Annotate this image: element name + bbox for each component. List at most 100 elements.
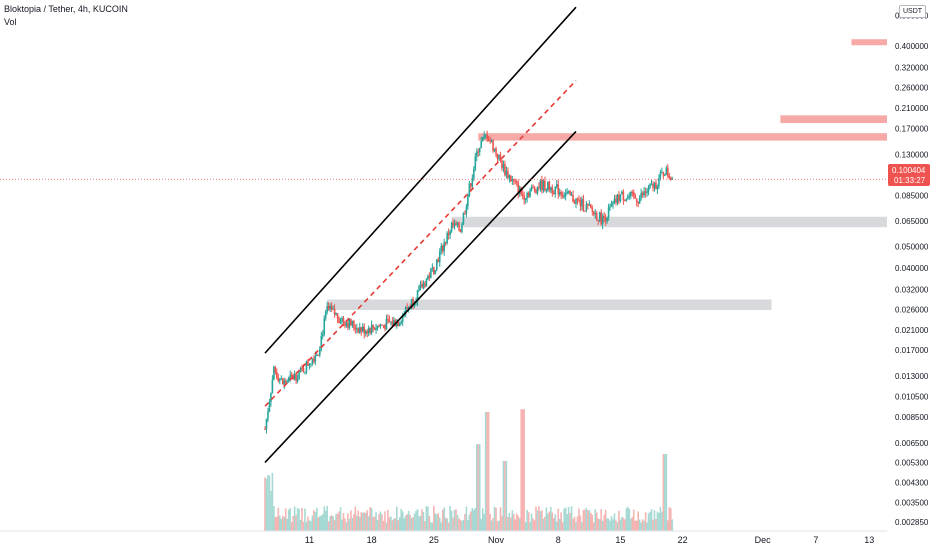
volume-bar — [513, 514, 515, 531]
volume-bar — [552, 518, 555, 531]
resistance-zone-2[interactable] — [478, 133, 887, 141]
candle-body — [348, 318, 351, 328]
volume-bar — [465, 506, 468, 531]
candle-body — [393, 320, 395, 325]
volume-bar — [360, 512, 363, 531]
volume-bar — [560, 512, 562, 531]
candle-body — [350, 318, 352, 326]
candle-body — [598, 212, 601, 221]
volume-bar — [478, 444, 481, 531]
candle-body — [622, 191, 625, 201]
time-scale[interactable]: 11 18 25 Nov 8 15 22 Dec 7 13 — [0, 530, 887, 545]
candle-body — [329, 305, 331, 309]
volume-bar — [305, 521, 308, 531]
volume-bar — [668, 507, 671, 531]
channel-upper-line[interactable] — [264, 6, 577, 354]
volume-bar — [295, 515, 297, 531]
volume-bar — [570, 506, 573, 531]
current-price-label: 0.100404 — [892, 166, 926, 175]
candle-body — [517, 183, 520, 194]
candle-body — [513, 179, 515, 181]
support-zone-4[interactable] — [327, 299, 772, 311]
candle-body — [624, 200, 626, 202]
resistance-zone-1[interactable] — [780, 115, 887, 124]
volume-bar — [391, 520, 394, 531]
volume-bar — [669, 508, 672, 531]
volume-bar — [655, 518, 657, 531]
candle-body — [644, 191, 647, 193]
candle-body — [632, 192, 635, 196]
volume-bar — [526, 509, 528, 531]
candle-body — [486, 134, 488, 139]
volume-bar — [412, 517, 414, 531]
volume-bar — [481, 508, 484, 531]
volume-bar — [425, 506, 428, 531]
volume-bar — [324, 510, 327, 531]
volume-bar — [536, 510, 539, 531]
time-tick-label: 8 — [556, 535, 561, 545]
candle-body — [545, 189, 548, 191]
candle-body — [662, 172, 665, 176]
candle-body — [588, 204, 591, 206]
candle-body — [401, 315, 404, 322]
candle-body — [295, 374, 297, 382]
candle-body — [550, 187, 552, 191]
candle-body — [514, 180, 517, 182]
candle-body — [477, 151, 480, 153]
volume-bar — [435, 514, 438, 531]
volume-bar — [393, 518, 395, 531]
candle-body — [428, 275, 431, 278]
candle-body — [336, 313, 339, 319]
candle-body — [615, 198, 617, 203]
candle-body — [277, 377, 280, 382]
volume-bar — [274, 517, 277, 531]
candle-body — [511, 179, 514, 182]
volume-bar — [474, 507, 477, 531]
currency-unit-button[interactable]: USDT — [899, 5, 926, 18]
volume-bar — [557, 508, 560, 531]
volume-bar — [535, 506, 537, 531]
candle-body — [505, 170, 508, 176]
volume-label[interactable]: Vol — [4, 17, 17, 27]
candle-body — [433, 267, 435, 274]
candle-body — [398, 323, 401, 326]
candle-body — [308, 364, 311, 366]
candle-body — [661, 172, 663, 174]
candle-body — [440, 245, 443, 252]
price-tick-label: 0.170000 — [895, 125, 929, 134]
candle-body — [627, 196, 629, 199]
candle-body — [529, 190, 531, 197]
candle-body — [637, 202, 639, 204]
candle-body — [536, 187, 539, 193]
price-tick-label: 0.004300 — [895, 479, 929, 488]
support-zone-3[interactable] — [451, 216, 887, 228]
volume-bar — [622, 517, 625, 531]
candle-body — [478, 147, 481, 153]
candles-layer — [264, 130, 674, 434]
candle-body — [330, 305, 333, 310]
candle-body — [332, 308, 334, 310]
resistance-zone-0[interactable] — [851, 39, 887, 46]
volume-bar — [554, 514, 557, 531]
price-tick-label: 0.013000 — [895, 372, 929, 381]
volume-bar — [646, 522, 648, 531]
candle-body — [610, 204, 613, 207]
volume-bar — [351, 517, 354, 531]
symbol-title[interactable]: Bloktopia / Tether, 4h, KUCOIN — [4, 4, 128, 14]
channel-median-line[interactable] — [264, 79, 577, 407]
volume-bar — [356, 515, 358, 531]
candle-body — [363, 326, 366, 334]
candle-body — [424, 283, 426, 287]
price-tick-label: 0.021000 — [895, 326, 929, 335]
price-scale[interactable]: 0.5500000.4000000.3200000.2600000.210000… — [887, 0, 932, 550]
candle-body — [430, 268, 432, 278]
channel-lower-line[interactable] — [264, 130, 577, 463]
volume-bar — [576, 516, 579, 531]
volume-bar — [353, 514, 355, 531]
candle-body — [316, 354, 318, 356]
volume-bar — [551, 512, 554, 531]
volume-bar — [547, 513, 549, 531]
candle-body — [441, 245, 444, 252]
candle-body — [643, 191, 645, 196]
